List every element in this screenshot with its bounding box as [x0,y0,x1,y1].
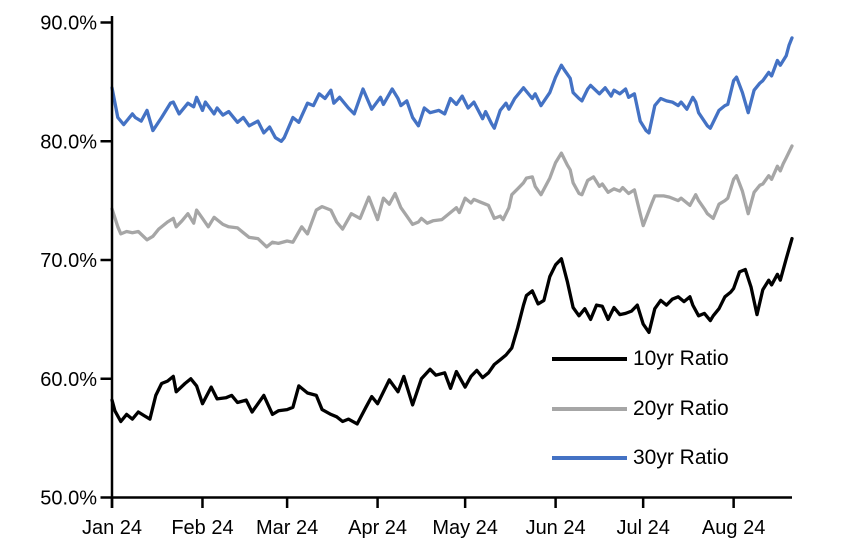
axis-ticks [100,21,735,508]
x-axis-label: Aug 24 [702,517,765,539]
y-axis-label: 90.0% [40,13,97,35]
series-lines [110,36,794,426]
series-line-20yr-ratio [110,144,794,249]
x-axis-label: Jun 24 [526,517,586,539]
series-line-30yr-ratio [110,36,794,143]
axis-labels: 50.0% 60.0% 70.0% 80.0% 90.0% Jan 24 Feb 24 Mar… [40,13,765,540]
series-line-10yr-ratio [110,236,794,426]
y-axis-label: 60.0% [40,369,97,391]
y-axis-label: 70.0% [40,250,97,272]
x-axis-label: Jan 24 [82,517,142,539]
x-axis-label: May 24 [432,517,498,539]
y-axis-label: 80.0% [40,131,97,153]
x-axis-label: Mar 24 [256,517,318,539]
x-axis-label: Feb 24 [171,517,233,539]
y-axis-label: 50.0% [40,488,97,510]
x-axis-label: Apr 24 [348,517,407,539]
x-axis-label: Jul 24 [616,517,669,539]
